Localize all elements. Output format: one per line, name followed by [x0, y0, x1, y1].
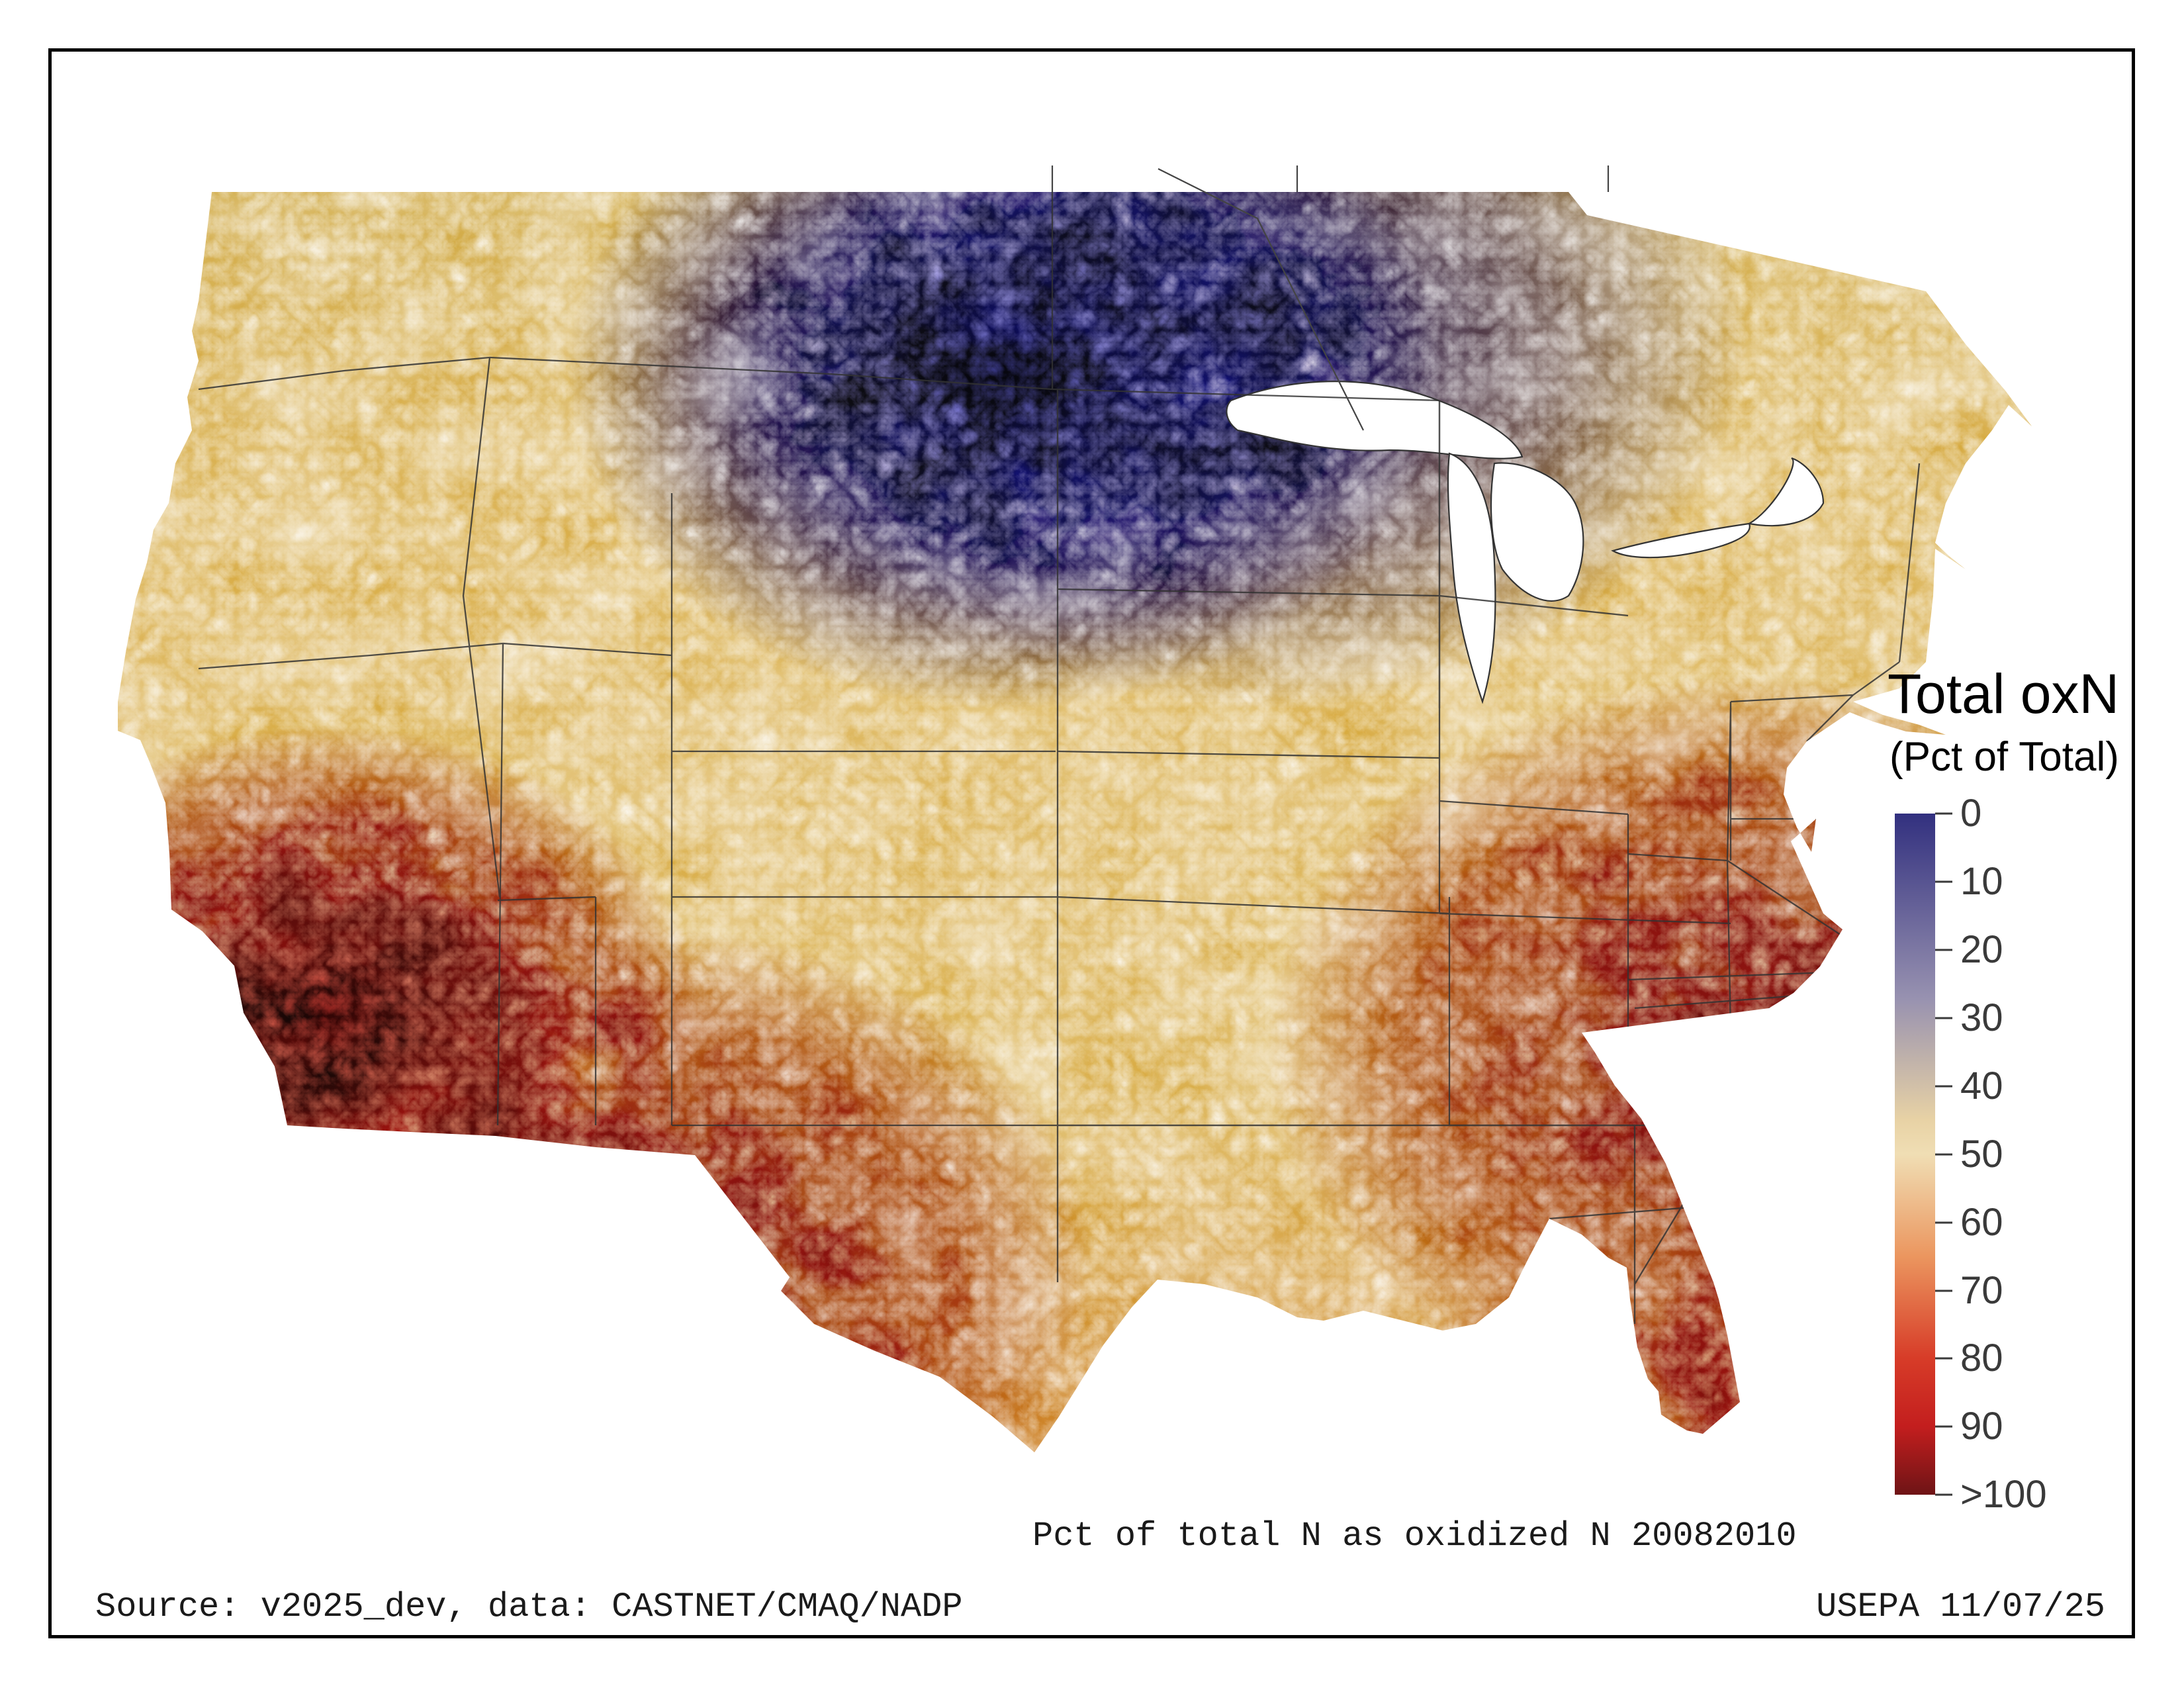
svg-text:40: 40 — [1960, 1064, 2003, 1107]
svg-text:10: 10 — [1960, 860, 2003, 903]
svg-text:50: 50 — [1960, 1133, 2003, 1176]
svg-text:(Pct of Total): (Pct of Total) — [1889, 734, 2119, 780]
svg-text:70: 70 — [1960, 1269, 2003, 1312]
svg-text:30: 30 — [1960, 996, 2003, 1039]
svg-text:80: 80 — [1960, 1336, 2003, 1380]
svg-text:Source: v2025_dev, data: CASTN: Source: v2025_dev, data: CASTNET/CMAQ/NA… — [95, 1587, 963, 1626]
svg-text:USEPA 11/07/25: USEPA 11/07/25 — [1816, 1587, 2105, 1626]
svg-text:60: 60 — [1960, 1201, 2003, 1244]
svg-text:Total oxN: Total oxN — [1888, 663, 2119, 725]
svg-text:90: 90 — [1960, 1405, 2003, 1448]
svg-text:Pct of total N as oxidized N 2: Pct of total N as oxidized N 20082010 — [1032, 1517, 1797, 1556]
svg-text:0: 0 — [1960, 792, 1981, 835]
svg-text:20: 20 — [1960, 928, 2003, 971]
svg-text:>100: >100 — [1960, 1473, 2047, 1516]
